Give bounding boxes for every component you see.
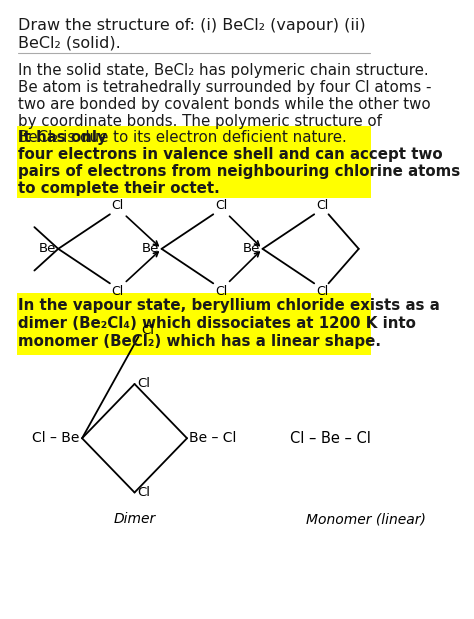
Text: Cl: Cl — [141, 324, 154, 337]
Text: In the vapour state, beryllium chloride exists as a: In the vapour state, beryllium chloride … — [18, 298, 440, 313]
Text: In the solid state, BeCl₂ has polymeric chain structure.: In the solid state, BeCl₂ has polymeric … — [18, 63, 429, 79]
Text: Be – Cl: Be – Cl — [190, 431, 237, 445]
Text: by coordinate bonds. The polymeric structure of: by coordinate bonds. The polymeric struc… — [18, 114, 383, 129]
Text: Monomer (linear): Monomer (linear) — [306, 513, 426, 526]
Bar — [17, 126, 372, 197]
Text: Be: Be — [38, 242, 56, 255]
Text: Cl: Cl — [111, 285, 124, 298]
Text: Cl: Cl — [215, 285, 227, 298]
Text: two are bonded by covalent bonds while the other two: two are bonded by covalent bonds while t… — [18, 97, 431, 112]
Text: Cl: Cl — [137, 486, 150, 499]
Text: Be: Be — [243, 242, 260, 255]
Text: four electrons in valence shell and can accept two: four electrons in valence shell and can … — [18, 147, 443, 162]
Text: pairs of electrons from neighbouring chlorine atoms: pairs of electrons from neighbouring chl… — [18, 164, 461, 179]
Text: Cl: Cl — [316, 199, 328, 212]
Text: Be: Be — [142, 242, 159, 255]
Text: Dimer: Dimer — [113, 513, 155, 526]
Text: monomer (BeCl₂) which has a linear shape.: monomer (BeCl₂) which has a linear shape… — [18, 334, 382, 348]
Text: to complete their octet.: to complete their octet. — [18, 181, 220, 196]
Text: Cl – Be – Cl: Cl – Be – Cl — [291, 431, 371, 446]
Text: dimer (Be₂Cl₄) which dissociates at 1200 K into: dimer (Be₂Cl₄) which dissociates at 1200… — [18, 316, 416, 331]
Text: Cl: Cl — [111, 199, 124, 212]
Text: BeCl₂ (solid).: BeCl₂ (solid). — [18, 36, 121, 51]
Text: Cl: Cl — [137, 378, 150, 391]
Text: Be atom is tetrahedrally surrounded by four Cl atoms -: Be atom is tetrahedrally surrounded by f… — [18, 80, 432, 95]
Text: Cl: Cl — [215, 199, 227, 212]
Text: It has only: It has only — [18, 131, 107, 145]
Bar — [17, 293, 372, 355]
Text: Draw the structure of: (i) BeCl₂ (vapour) (ii): Draw the structure of: (i) BeCl₂ (vapour… — [18, 18, 366, 33]
Text: Cl – Be: Cl – Be — [32, 431, 80, 445]
Text: Cl: Cl — [316, 285, 328, 298]
Text: BeCl₂ is due to its electron deficient nature.: BeCl₂ is due to its electron deficient n… — [18, 131, 352, 145]
